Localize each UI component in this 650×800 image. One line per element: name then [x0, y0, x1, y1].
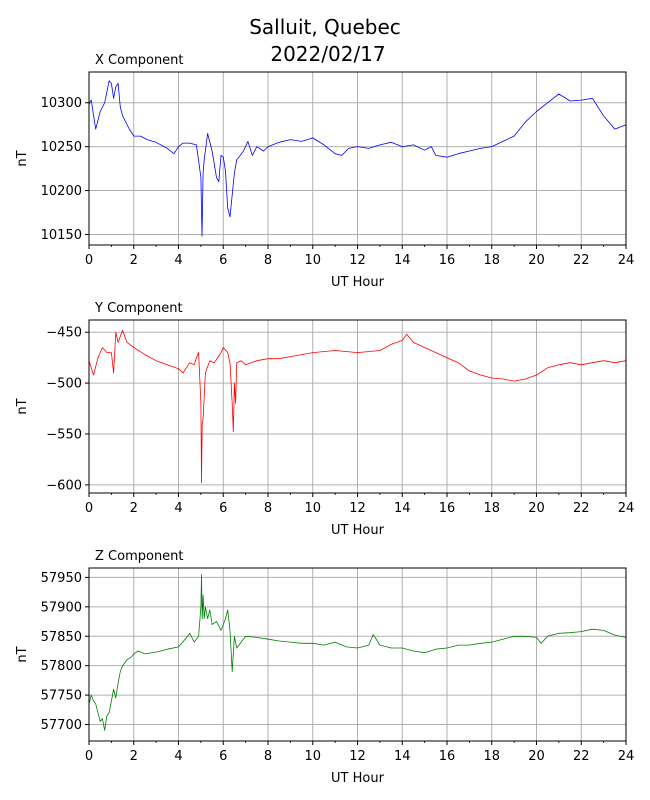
x-tick-label: 4: [174, 501, 182, 516]
x-tick-label: 14: [394, 501, 411, 516]
grid: [88, 320, 627, 493]
y-axis-label: nT: [15, 398, 30, 414]
x-tick-label: 4: [174, 749, 182, 764]
x-tick-label: 12: [349, 253, 366, 268]
x-tick-label: 8: [264, 501, 272, 516]
y-tick-label: 10300: [41, 96, 82, 111]
x-tick-label: 14: [394, 253, 411, 268]
panel-title: Y Component: [94, 301, 183, 316]
y-tick-label: −500: [46, 377, 82, 392]
y-tick-label: 57800: [41, 659, 82, 674]
x-tick-label: 24: [618, 501, 635, 516]
x-tick-label: 20: [528, 749, 545, 764]
series-line: [88, 574, 627, 731]
x-tick-label: 22: [573, 253, 590, 268]
x-tick-label: 12: [349, 749, 366, 764]
chart-panels: 0 2 4 6 8 10 12 14 16 18 20 22 241015010200102501030…: [15, 53, 634, 786]
figure-title-location: Salluit, Quebec: [249, 15, 401, 39]
panel-title: X Component: [95, 53, 184, 68]
x-tick-label: 2: [130, 501, 138, 516]
y-tick-label: 10250: [41, 140, 82, 155]
x-tick-label: 2: [130, 253, 138, 268]
panel-1: 0 2 4 6 8 10 12 14 16 18 20 22 241015010200102501030…: [15, 53, 634, 290]
y-tick-label: 57750: [41, 689, 82, 704]
x-axis-label: UT Hour: [331, 771, 385, 786]
series-line: [88, 329, 627, 484]
x-axis-label: UT Hour: [331, 275, 385, 290]
y-axis-label: nT: [15, 150, 30, 166]
y-tick-label: 57900: [41, 600, 82, 615]
panel-title: Z Component: [95, 549, 184, 564]
x-tick-label: 10: [304, 749, 321, 764]
x-tick-label: 24: [618, 749, 635, 764]
x-tick-label: 6: [219, 749, 227, 764]
x-tick-label: 6: [219, 501, 227, 516]
y-tick-label: −450: [46, 326, 82, 341]
y-tick-label: 57850: [41, 630, 82, 645]
x-tick-label: 18: [483, 501, 500, 516]
x-tick-label: 4: [174, 253, 182, 268]
panel-3: 0 2 4 6 8 10 12 14 16 18 20 22 245770057750578005785…: [15, 549, 634, 786]
x-tick-label: 12: [349, 501, 366, 516]
x-tick-label: 22: [573, 501, 590, 516]
figure-title-date: 2022/02/17: [270, 42, 385, 66]
x-tick-label: 16: [439, 501, 456, 516]
grid: [88, 72, 627, 245]
x-tick-label: 24: [618, 253, 635, 268]
x-tick-label: 2: [130, 749, 138, 764]
x-tick-label: 8: [264, 749, 272, 764]
x-tick-label: 0: [85, 253, 93, 268]
y-tick-label: 57950: [41, 571, 82, 586]
x-tick-label: 18: [483, 253, 500, 268]
y-tick-label: 57700: [41, 718, 82, 733]
x-tick-label: 16: [439, 253, 456, 268]
x-tick-label: 10: [304, 253, 321, 268]
x-tick-label: 18: [483, 749, 500, 764]
grid: [88, 568, 627, 741]
x-tick-label: 20: [528, 501, 545, 516]
x-tick-label: 20: [528, 253, 545, 268]
x-tick-label: 14: [394, 749, 411, 764]
y-tick-label: 10200: [41, 184, 82, 199]
x-tick-label: 10: [304, 501, 321, 516]
x-tick-label: 0: [85, 749, 93, 764]
y-tick-label: −600: [46, 478, 82, 493]
y-tick-label: −550: [46, 427, 82, 442]
x-tick-label: 0: [85, 501, 93, 516]
y-axis-label: nT: [15, 646, 30, 662]
x-axis-label: UT Hour: [331, 523, 385, 538]
x-tick-label: 16: [439, 749, 456, 764]
series-line: [88, 80, 627, 237]
x-tick-label: 6: [219, 253, 227, 268]
x-tick-label: 22: [573, 749, 590, 764]
x-tick-label: 8: [264, 253, 272, 268]
y-tick-label: 10150: [41, 228, 82, 243]
